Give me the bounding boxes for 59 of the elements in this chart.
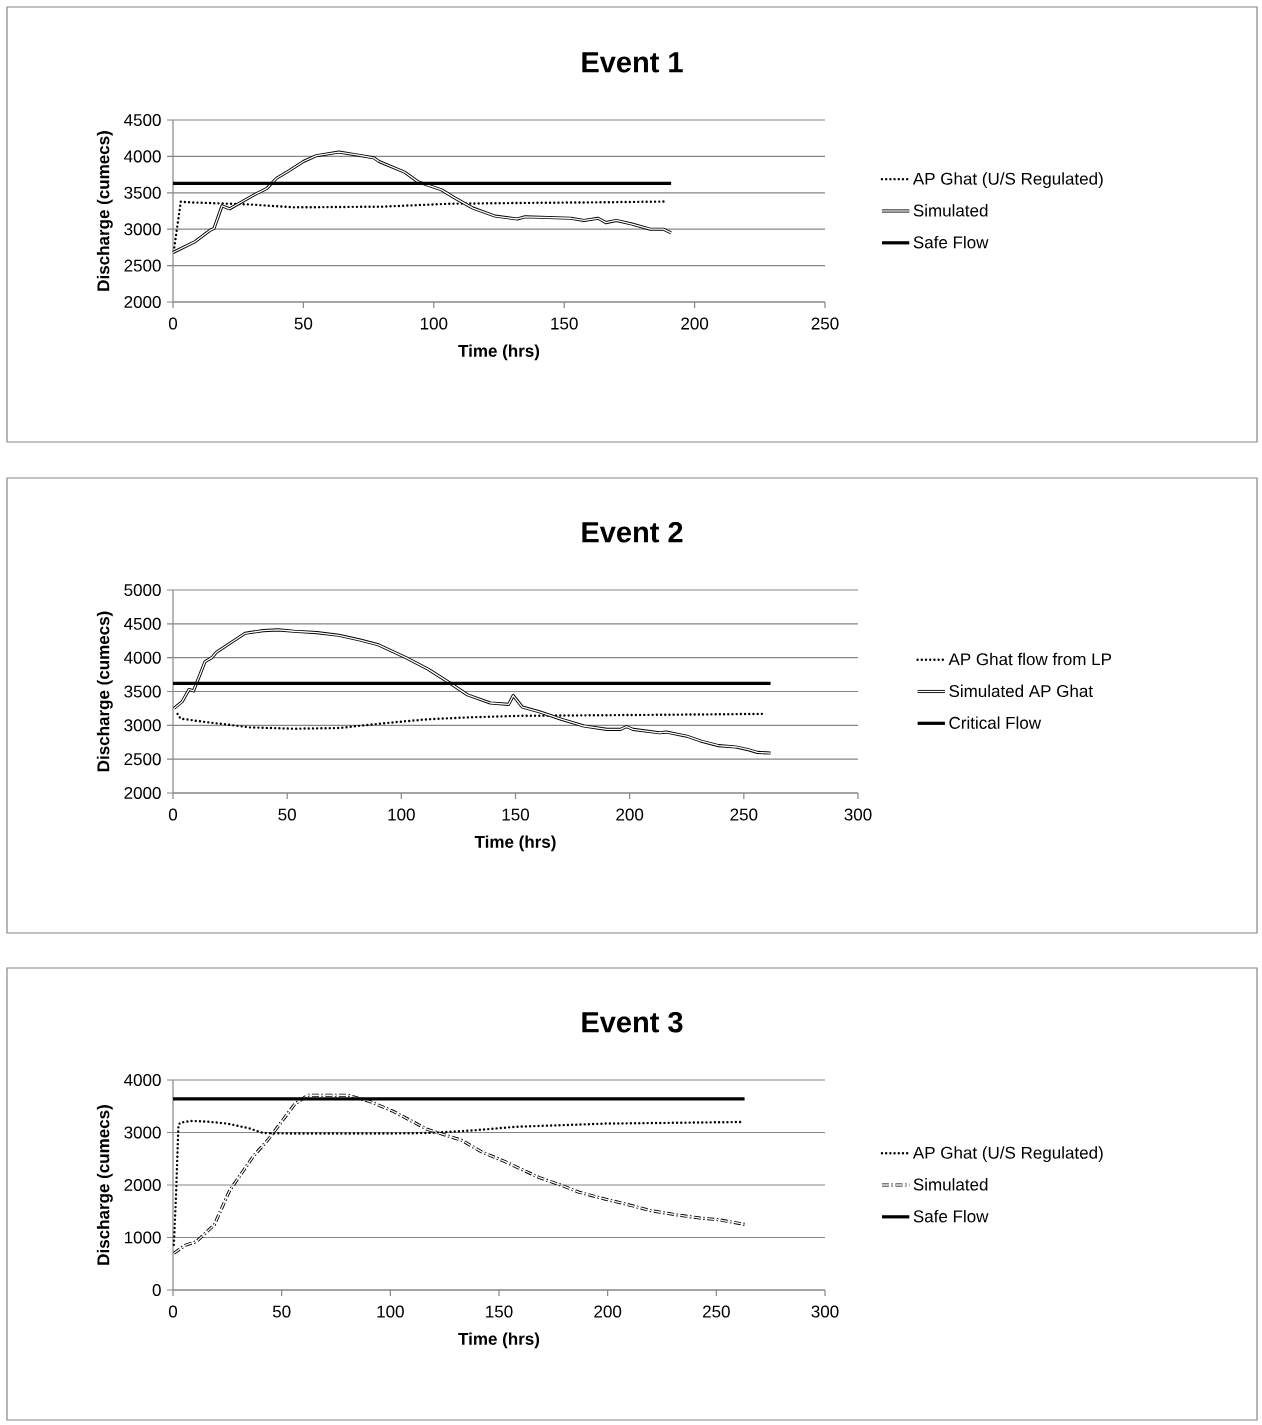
line-series — [176, 712, 766, 730]
x-tick-label: 100 — [388, 808, 415, 821]
y-tick-label: 4000 — [124, 1073, 161, 1087]
line-series — [172, 628, 773, 755]
y-tick-label: 4000 — [124, 651, 161, 664]
x-tick-label: 0 — [168, 808, 178, 821]
y-tick-label: 2000 — [124, 786, 161, 800]
y-tick-label: 3000 — [124, 1126, 161, 1139]
chart-title: Event 2 — [582, 521, 683, 543]
x-tick-label: 0 — [168, 1305, 178, 1318]
y-tick-label: 3500 — [124, 685, 161, 698]
y-axis-title: Discharge (cumecs) — [96, 131, 113, 291]
y-tick-label: 4000 — [124, 150, 161, 163]
x-tick-label: 200 — [594, 1305, 622, 1318]
line-series — [171, 150, 673, 255]
x-axis-title: Time (hrs) — [458, 344, 540, 361]
x-tick-label: 200 — [616, 808, 644, 821]
x-tick-label: 50 — [272, 1305, 291, 1318]
x-tick-label: 100 — [377, 1305, 404, 1318]
legend-label: Safe Flow — [913, 1209, 989, 1223]
x-tick-label: 150 — [502, 808, 530, 821]
y-tick-label: 2500 — [124, 259, 161, 272]
y-tick-label: 4500 — [124, 617, 161, 630]
x-tick-label: 300 — [844, 808, 872, 821]
x-axis-title: Time (hrs) — [474, 835, 556, 852]
x-tick-label: 100 — [420, 317, 448, 330]
y-tick-label: 2000 — [124, 295, 161, 309]
x-tick-label: 150 — [486, 1305, 513, 1318]
x-tick-label: 250 — [811, 317, 839, 330]
x-tick-label: 0 — [168, 317, 178, 330]
x-tick-label: 50 — [278, 808, 296, 821]
legend-label: AP Ghat (U/S Regulated) — [912, 1146, 1103, 1163]
x-tick-label: 150 — [551, 317, 578, 330]
y-axis-title: Discharge (cumecs) — [96, 1105, 113, 1265]
y-tick-label: 3000 — [124, 719, 161, 732]
y-tick-label: 2000 — [124, 1178, 161, 1192]
y-tick-label: 2500 — [124, 753, 161, 766]
x-tick-label: 250 — [730, 808, 758, 821]
x-axis-title: Time (hrs) — [458, 1332, 540, 1349]
legend-label: Simulated AP Ghat — [949, 684, 1093, 698]
x-tick-label: 50 — [294, 317, 313, 330]
chart-title: Event 3 — [582, 1011, 683, 1033]
legend-label: Simulated — [913, 1178, 988, 1191]
y-axis-title: Discharge (cumecs) — [96, 611, 113, 772]
x-tick-label: 300 — [811, 1305, 839, 1318]
y-tick-label: 3500 — [124, 186, 161, 199]
y-tick-label: 0 — [152, 1283, 161, 1297]
chart-title: Event 1 — [582, 52, 683, 73]
y-tick-label: 5000 — [124, 583, 161, 597]
y-tick-label: 4500 — [124, 113, 161, 127]
y-tick-label: 3000 — [124, 223, 161, 236]
y-tick-label: 1000 — [124, 1231, 161, 1244]
legend-label: Simulated — [913, 204, 988, 217]
legend-label: Critical Flow — [949, 716, 1042, 729]
legend-label: Safe Flow — [913, 235, 989, 249]
legend-label: AP Ghat (U/S Regulated) — [912, 172, 1103, 189]
legend-label: AP Ghat flow from LP — [948, 652, 1112, 666]
x-tick-label: 250 — [703, 1305, 730, 1318]
x-tick-label: 200 — [681, 317, 709, 330]
